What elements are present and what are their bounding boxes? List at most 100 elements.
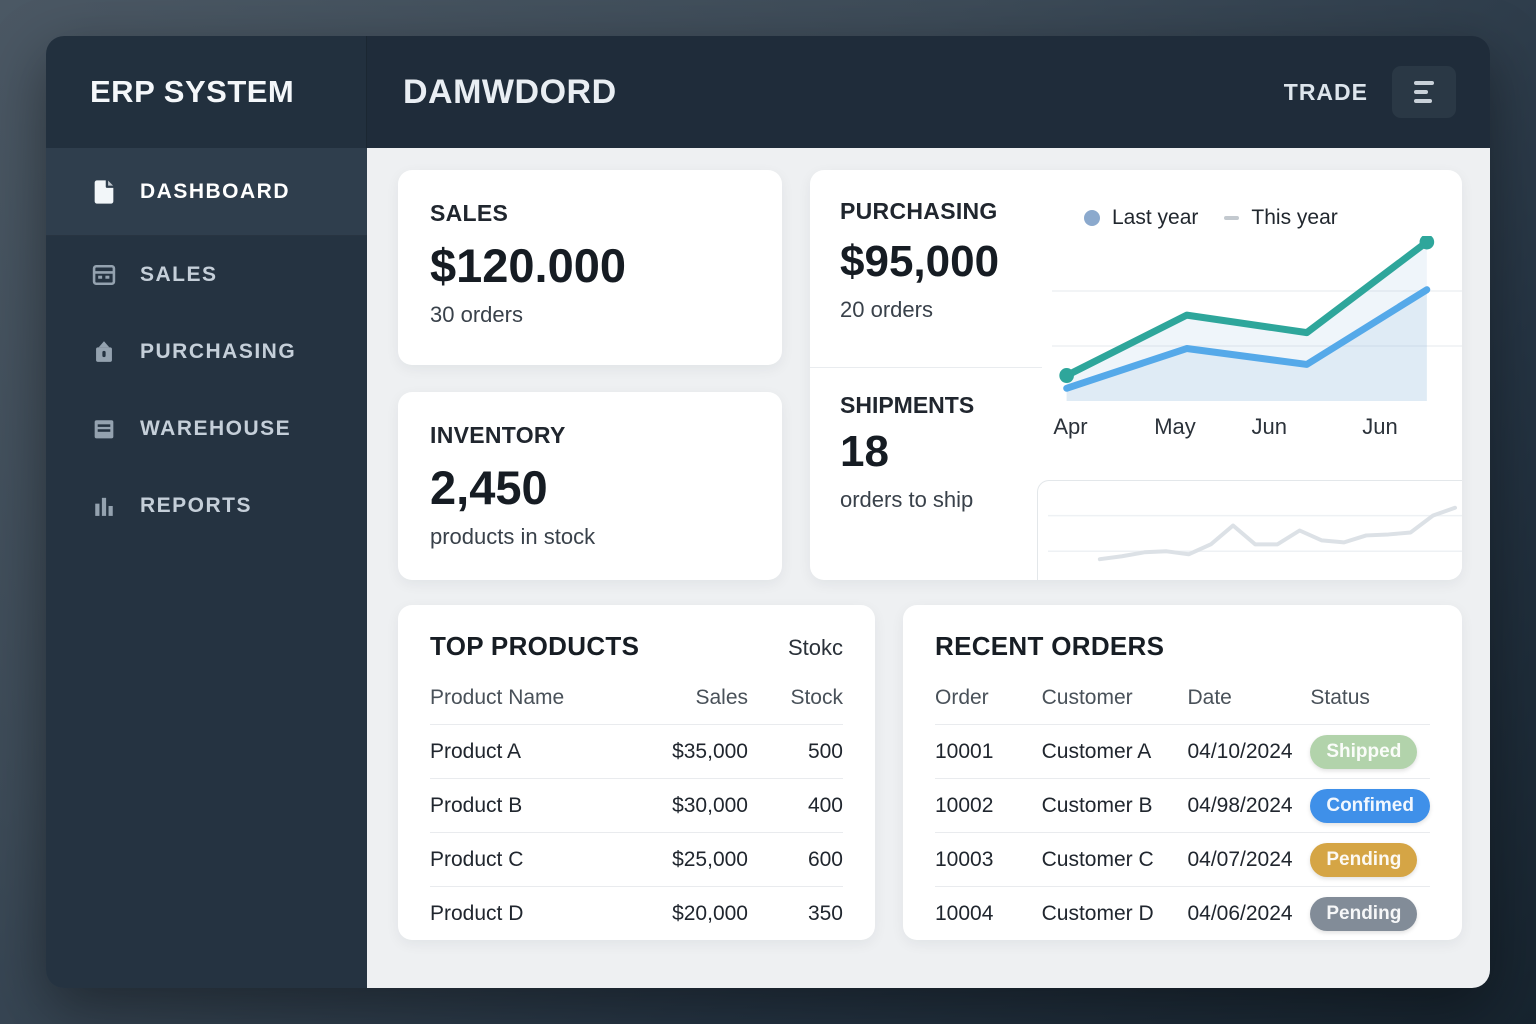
status-badge: Shipped xyxy=(1310,734,1418,769)
cell-name: Product C xyxy=(430,832,625,887)
column-header: Sales xyxy=(695,686,748,709)
cell-stock: 500 xyxy=(748,724,843,779)
hamburger-menu-button[interactable] xyxy=(1392,66,1456,118)
table-row: 10003 Customer C 04/07/2024 Pending xyxy=(935,832,1430,887)
cell-customer: Customer D xyxy=(1041,886,1188,940)
shipments-label: SHIPMENTS xyxy=(840,392,975,419)
sales-card: SALES $120.000 30 orders xyxy=(398,170,782,365)
cell-status: Confimed xyxy=(1310,778,1430,833)
cell-order: 10003 xyxy=(935,832,1042,887)
bar-chart-icon xyxy=(90,492,118,520)
tables-row: TOP PRODUCTS Stokc Product Name Sales Stoc… xyxy=(398,605,1462,940)
cell-customer: Customer B xyxy=(1041,778,1188,833)
status-badge: Pending xyxy=(1310,896,1418,931)
column-header: Status xyxy=(1310,686,1370,709)
cell-date: 04/07/2024 xyxy=(1187,832,1311,887)
table-row: Product B $30,000 400 xyxy=(430,778,843,833)
cell-status: Pending xyxy=(1310,886,1430,940)
main-content: SALES $120.000 30 orders INVENTORY 2,450… xyxy=(367,148,1490,988)
shipments-sub: orders to ship xyxy=(840,487,974,513)
document-icon xyxy=(90,178,118,206)
top-products-title: TOP PRODUCTS xyxy=(430,631,640,661)
sidebar-item-sales[interactable]: SALES xyxy=(46,236,367,313)
cell-date: 04/98/2024 xyxy=(1187,778,1311,833)
recent-orders-title: RECENT ORDERS xyxy=(935,631,1165,661)
top-products-table: Product Name Sales Stock Product A $35,000 5… xyxy=(430,676,843,940)
x-axis-label: May xyxy=(1154,414,1196,439)
sales-card-label: SALES xyxy=(430,200,509,226)
recent-orders-head-row: Order Customer Date Status xyxy=(935,676,1430,725)
legend-dash-marker xyxy=(1224,216,1240,220)
x-axis-label: Jun xyxy=(1251,414,1288,439)
status-badge: Pending xyxy=(1310,842,1418,877)
cell-customer: Customer A xyxy=(1041,724,1188,779)
legend-label: This year xyxy=(1251,206,1338,229)
chart-x-axis-labels: Apr May Jun Jun xyxy=(1052,414,1462,448)
hamburger-icon xyxy=(1414,81,1434,85)
column-header: Customer xyxy=(1041,686,1133,709)
recent-orders-header: RECENT ORDERS xyxy=(935,631,1430,662)
shopping-bag-icon xyxy=(90,338,118,366)
sidebar-item-label: PURCHASING xyxy=(140,339,297,363)
recent-orders-card: RECENT ORDERS Order Customer Date Status 10… xyxy=(903,605,1462,940)
table-row: Product A $35,000 500 xyxy=(430,724,843,779)
cell-order: 10001 xyxy=(935,724,1042,779)
register-icon xyxy=(90,261,118,289)
cell-name: Product B xyxy=(430,778,625,833)
top-products-head-row: Product Name Sales Stock xyxy=(430,676,843,725)
app-window: ERP SYSTEM DAMWDORD TRADE DASHBOARD SALES… xyxy=(46,36,1490,988)
purchasing-shipments-divider xyxy=(810,367,1042,369)
shipments-sparkline xyxy=(1047,506,1462,562)
sidebar-item-warehouse[interactable]: WAREHOUSE xyxy=(46,390,367,467)
cell-name: Product D xyxy=(430,886,625,940)
table-row: Product C $25,000 600 xyxy=(430,832,843,887)
column-header: Product Name xyxy=(430,686,565,709)
purchasing-chart-area: Last year This year Apr May Jun Jun xyxy=(1052,198,1462,580)
cell-status: Pending xyxy=(1310,832,1430,887)
cell-sales: $20,000 xyxy=(624,886,748,940)
sidebar-item-reports[interactable]: REPORTS xyxy=(46,467,367,544)
table-row: 10001 Customer A 04/10/2024 Shipped xyxy=(935,724,1430,779)
purchasing-card-sub: 20 orders xyxy=(840,297,933,323)
top-bar: DAMWDORD TRADE xyxy=(367,36,1490,148)
sales-card-sub: 30 orders xyxy=(430,302,523,328)
stats-row: SALES $120.000 30 orders INVENTORY 2,450… xyxy=(398,170,1462,581)
page-title: DAMWDORD xyxy=(403,72,617,111)
purchasing-card-left: PURCHASING $95,000 20 orders SHIPMENTS 1… xyxy=(810,198,1052,580)
purchasing-card-value: $95,000 xyxy=(840,237,1000,286)
inventory-card-label: INVENTORY xyxy=(430,422,566,448)
column-header: Date xyxy=(1187,686,1232,709)
shipments-value: 18 xyxy=(840,427,889,477)
purchasing-card-label: PURCHASING xyxy=(840,198,998,224)
legend-label: Last year xyxy=(1112,206,1199,229)
top-products-corner-label: Stokc xyxy=(787,635,843,660)
cell-stock: 400 xyxy=(748,778,843,833)
trade-button[interactable]: TRADE xyxy=(1283,78,1368,105)
cell-stock: 600 xyxy=(748,832,843,887)
cell-status: Shipped xyxy=(1310,724,1430,779)
sales-card-value: $120.000 xyxy=(430,239,627,292)
purchasing-line-chart xyxy=(1052,236,1462,401)
purchasing-card: PURCHASING $95,000 20 orders SHIPMENTS 1… xyxy=(810,170,1462,581)
cell-order: 10002 xyxy=(935,778,1042,833)
cell-order: 10004 xyxy=(935,886,1042,940)
legend-dot-marker xyxy=(1084,210,1100,226)
cell-sales: $30,000 xyxy=(624,778,748,833)
chart-legend: Last year This year xyxy=(1084,206,1462,230)
x-axis-label: Apr xyxy=(1053,414,1088,439)
table-row: Product D $20,000 350 xyxy=(430,886,843,940)
x-axis-label: Jun xyxy=(1362,414,1398,439)
sidebar: DASHBOARD SALES PURCHASING WAREHOUSE REPORTS xyxy=(46,148,367,988)
box-icon xyxy=(90,415,118,443)
cell-name: Product A xyxy=(430,724,625,779)
sidebar-item-purchasing[interactable]: PURCHASING xyxy=(46,313,367,390)
inventory-card: INVENTORY 2,450 products in stock xyxy=(398,392,782,581)
sidebar-item-dashboard[interactable]: DASHBOARD xyxy=(46,148,367,236)
column-header: Order xyxy=(935,686,989,709)
app-logo: ERP SYSTEM xyxy=(90,74,295,109)
stat-cards-column: SALES $120.000 30 orders INVENTORY 2,450… xyxy=(398,170,782,581)
topbar-actions: TRADE xyxy=(1284,66,1456,118)
cell-date: 04/10/2024 xyxy=(1187,724,1311,779)
sidebar-item-label: WAREHOUSE xyxy=(140,416,292,440)
